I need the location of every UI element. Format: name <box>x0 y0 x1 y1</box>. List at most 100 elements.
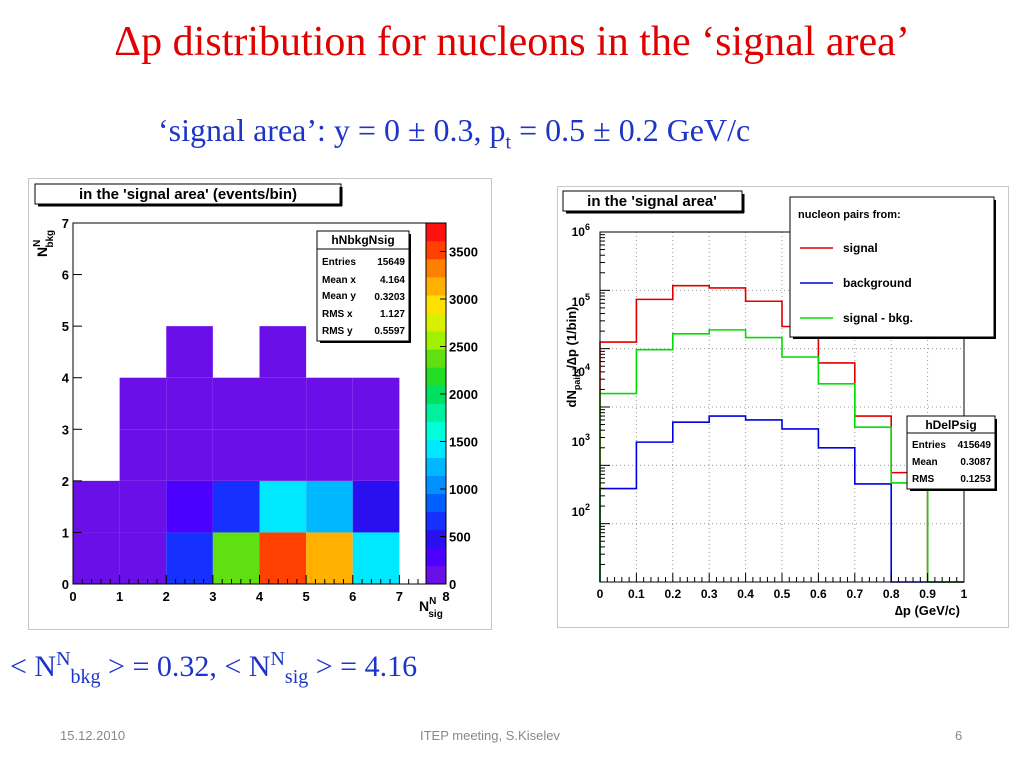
heatmap-cell <box>119 532 167 584</box>
palette-segment <box>426 313 446 332</box>
left-y-tick-label: 7 <box>62 216 69 231</box>
left-plot-title: in the 'signal area' (events/bin) <box>79 186 297 203</box>
heatmap-cell <box>259 326 307 378</box>
y-tick-exp: 2 <box>585 502 590 512</box>
mean-multiplicity-summary: < NNbkg > = 0.32, < NNsig > = 4.16 <box>10 648 417 689</box>
heatmap-cell <box>166 377 213 430</box>
heatmap-cell <box>306 480 353 533</box>
summary-sub: sig <box>284 666 309 688</box>
palette-ticks: 0 500 1000 1500 2000 2500 3000 3500 <box>440 245 478 592</box>
palette-segment <box>426 367 446 386</box>
summary-part: > = 4.16 <box>308 650 418 683</box>
left-stats-label: RMS y <box>322 326 353 337</box>
legend-header: nucleon pairs from: <box>798 209 901 221</box>
heatmap-cells <box>73 326 400 584</box>
subtitle-prefix: ‘signal area’: y = 0 ± 0.3, p <box>158 112 506 148</box>
left-plot-svg: in the 'signal area' (events/bin) 0 1 2 3 4 5… <box>29 179 491 629</box>
left-stats-frame <box>316 230 410 342</box>
heatmap-cell <box>306 532 353 584</box>
palette-tick-label: 1500 <box>449 435 478 450</box>
left-x-tick-label: 0 <box>69 589 76 604</box>
right-x-tick-label: 0.2 <box>664 587 681 601</box>
right-stats-value: 0.3087 <box>960 457 991 468</box>
y-tick-base: 10 <box>572 295 586 309</box>
palette-segment <box>426 385 446 404</box>
right-x-tick-label: 0.3 <box>701 587 718 601</box>
footer-page-number: 6 <box>955 728 963 743</box>
right-stats-label: Entries <box>912 440 946 451</box>
palette-segment <box>426 259 446 278</box>
right-plot-title: in the 'signal area' <box>587 193 717 210</box>
heatmap-cell <box>259 377 307 430</box>
heatmap-cell <box>119 480 167 533</box>
left-x-tick-label: 1 <box>116 589 123 604</box>
heatmap-cell <box>259 429 307 481</box>
right-x-tick-label: 0.8 <box>883 587 900 601</box>
heatmap-cell <box>212 377 260 430</box>
histogram-series-signal-bkg- <box>599 329 964 583</box>
palette-segment <box>426 331 446 350</box>
palette-segment <box>426 349 446 368</box>
right-x-tick-label: 0 <box>597 587 604 601</box>
heatmap-cell <box>73 480 120 533</box>
left-stats-name: hNbkgNsig <box>331 233 394 247</box>
palette-segment <box>426 511 446 531</box>
right-stats-box: hDelPsig Entries 415649 Mean 0.3087 RMS … <box>906 415 997 491</box>
left-x-axis-title: NN sig <box>419 596 443 620</box>
palette-segment <box>426 547 446 567</box>
left-xlabel-sub: sig <box>428 609 442 620</box>
right-y-tick-label: 102 <box>572 502 590 519</box>
y-tick-base: 10 <box>572 435 586 449</box>
left-y-tick-label: 4 <box>62 371 70 386</box>
left-y-tick-label: 2 <box>62 474 69 489</box>
heatmap-cell <box>166 532 213 584</box>
palette-segment <box>426 295 446 314</box>
footer-event: ITEP meeting, S.Kiselev <box>420 728 560 743</box>
histogram-series-background <box>599 415 964 583</box>
heatmap-cell <box>119 429 167 481</box>
right-legend: nucleon pairs from: signal background si… <box>789 196 996 339</box>
right-x-axis-title: ∆p (GeV/c) <box>895 603 960 618</box>
subtitle-sub: t <box>505 131 512 154</box>
y-tick-base: 10 <box>572 505 586 519</box>
left-stats-value: 1.127 <box>380 309 405 320</box>
right-stats-value: 0.1253 <box>960 474 991 485</box>
palette-tick-label: 2500 <box>449 340 478 355</box>
left-x-tick-label: 2 <box>163 589 170 604</box>
palette-segment <box>426 439 446 458</box>
footer-date: 15.12.2010 <box>60 728 126 743</box>
left-stats-label: Entries <box>322 257 356 268</box>
y-tick-exp: 3 <box>585 432 590 442</box>
left-stats-value: 0.3203 <box>374 292 405 303</box>
heatmap-cell <box>352 532 400 584</box>
left-ylabel-main: N <box>34 247 50 257</box>
left-stats-label: Mean x <box>322 275 356 286</box>
legend-label-background: background <box>843 276 912 290</box>
right-x-tick-label: 0.7 <box>846 587 863 601</box>
left-ylabel-sub: bkg <box>45 230 56 248</box>
summary-sub: bkg <box>70 666 101 688</box>
right-x-tick-label: 0.1 <box>628 587 645 601</box>
right-y-tick-label: 106 <box>572 222 590 239</box>
heatmap-cell <box>352 480 400 533</box>
palette-tick-label: 2000 <box>449 387 478 402</box>
summary-sup: N <box>270 648 285 670</box>
palette-segment <box>426 475 446 495</box>
palette-tick-label: 1000 <box>449 482 478 497</box>
summary-part: > = 0.32, < N <box>100 650 271 683</box>
right-x-ticks: 0 0.1 0.2 0.3 0.4 0.5 0.6 0.7 0.8 0.9 1 <box>597 573 968 601</box>
summary-part: < N <box>10 650 57 683</box>
legend-frame <box>789 196 995 338</box>
left-plot-panel: in the 'signal area' (events/bin) 0 1 2 3 4 5… <box>28 178 492 630</box>
left-x-tick-label: 3 <box>209 589 216 604</box>
palette-tick-label: 3500 <box>449 245 478 260</box>
palette-segment <box>426 421 446 440</box>
right-x-tick-label: 0.9 <box>919 587 936 601</box>
right-series <box>599 284 964 583</box>
heatmap-cell <box>166 326 213 378</box>
heatmap-cell <box>352 377 400 430</box>
left-stats-box: hNbkgNsig Entries 15649 Mean x 4.164 Mea… <box>316 230 411 343</box>
left-x-tick-label: 6 <box>349 589 356 604</box>
palette-tick-label: 500 <box>449 530 471 545</box>
left-y-axis-title: NN bkg <box>32 230 56 257</box>
